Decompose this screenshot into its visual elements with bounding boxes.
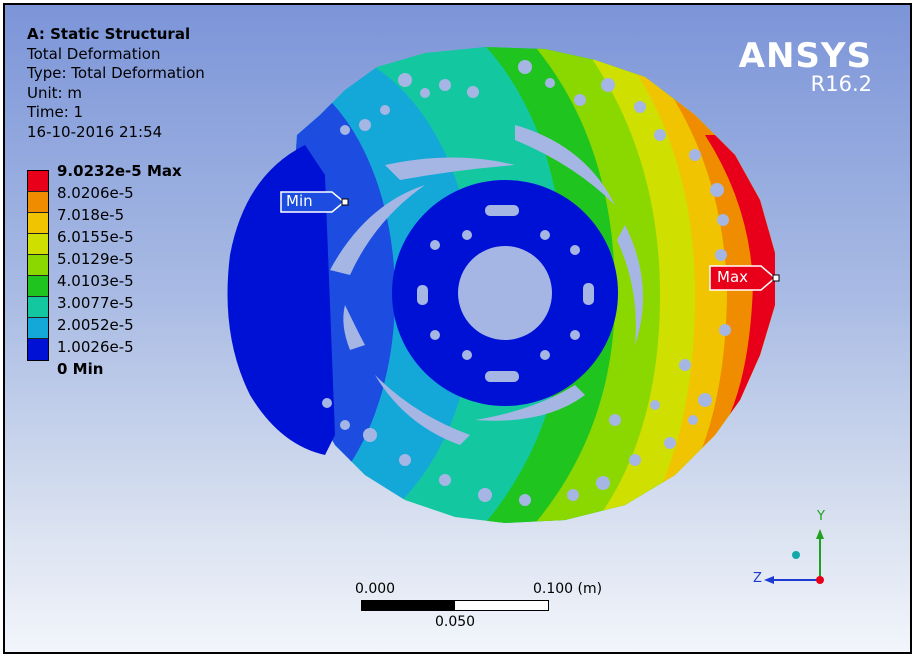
legend-swatch-4 xyxy=(28,234,48,255)
hub-holes xyxy=(417,205,594,382)
min-probe-label: Min xyxy=(286,192,313,210)
perforation-holes xyxy=(322,60,731,506)
analysis-title: A: Static Structural xyxy=(27,25,191,43)
scale-label-left: 0.000 xyxy=(355,581,396,597)
brand-version: R16.2 xyxy=(810,72,872,96)
triad-y-label: Y xyxy=(817,509,825,524)
legend-label: 1.0026e-5 xyxy=(57,338,134,356)
result-timestamp: 16-10-2016 21:54 xyxy=(27,122,163,141)
legend-label: 4.0103e-5 xyxy=(57,272,134,290)
min-probe-shape xyxy=(280,191,349,213)
result-type: Type: Total Deformation xyxy=(27,64,205,82)
triad-axes xyxy=(764,529,824,584)
brand-name: ANSYS xyxy=(738,36,872,76)
scale-label-mid: 0.050 xyxy=(435,614,476,630)
legend-label-min: 0 Min xyxy=(57,360,104,378)
legend-swatch-3 xyxy=(28,213,48,234)
legend-label: 8.0206e-5 xyxy=(57,184,134,202)
min-probe[interactable]: Min xyxy=(280,191,350,213)
ansys-logo: ANSYS R16.2 xyxy=(739,39,872,95)
max-probe-label: Max xyxy=(717,268,749,286)
legend-swatch-1 xyxy=(28,171,48,192)
legend-swatch-5 xyxy=(28,255,48,276)
legend-swatch-9 xyxy=(28,339,48,360)
result-name: Total Deformation xyxy=(27,44,161,63)
max-probe[interactable]: Max xyxy=(709,265,781,291)
graphics-viewport[interactable]: A: Static Structural Total Deformation T… xyxy=(3,3,912,654)
result-info: A: Static Structural Total Deformation T… xyxy=(27,25,205,142)
legend-swatch-2 xyxy=(28,192,48,213)
result-unit: Unit: m xyxy=(27,83,82,102)
scale-label-right: 0.100 (m) xyxy=(533,581,603,597)
max-probe-shape xyxy=(709,265,780,291)
legend-color-bar xyxy=(27,170,49,361)
vent-slots xyxy=(330,125,643,445)
legend-label: 6.0155e-5 xyxy=(57,228,134,246)
hub-center-hole xyxy=(458,246,552,340)
scale-bar-graphic xyxy=(361,600,549,611)
legend-label: 3.0077e-5 xyxy=(57,294,134,312)
scale-bar: 0.000 0.100 (m) 0.050 xyxy=(355,581,625,631)
legend-label-max: 9.0232e-5 Max xyxy=(57,162,182,180)
legend-label: 5.0129e-5 xyxy=(57,250,134,268)
caliper-region xyxy=(227,145,335,455)
brake-disc-model[interactable] xyxy=(5,5,910,652)
scale-bar-black-segment xyxy=(362,601,455,610)
legend-swatch-8 xyxy=(28,318,48,339)
legend-label: 2.0052e-5 xyxy=(57,316,134,334)
legend-swatch-6 xyxy=(28,276,48,297)
legend-swatch-7 xyxy=(28,297,48,318)
orientation-triad[interactable]: Y Z xyxy=(750,509,830,595)
result-time: Time: 1 xyxy=(27,103,84,121)
legend-label: 7.018e-5 xyxy=(57,206,125,224)
triad-z-label: Z xyxy=(753,571,762,586)
